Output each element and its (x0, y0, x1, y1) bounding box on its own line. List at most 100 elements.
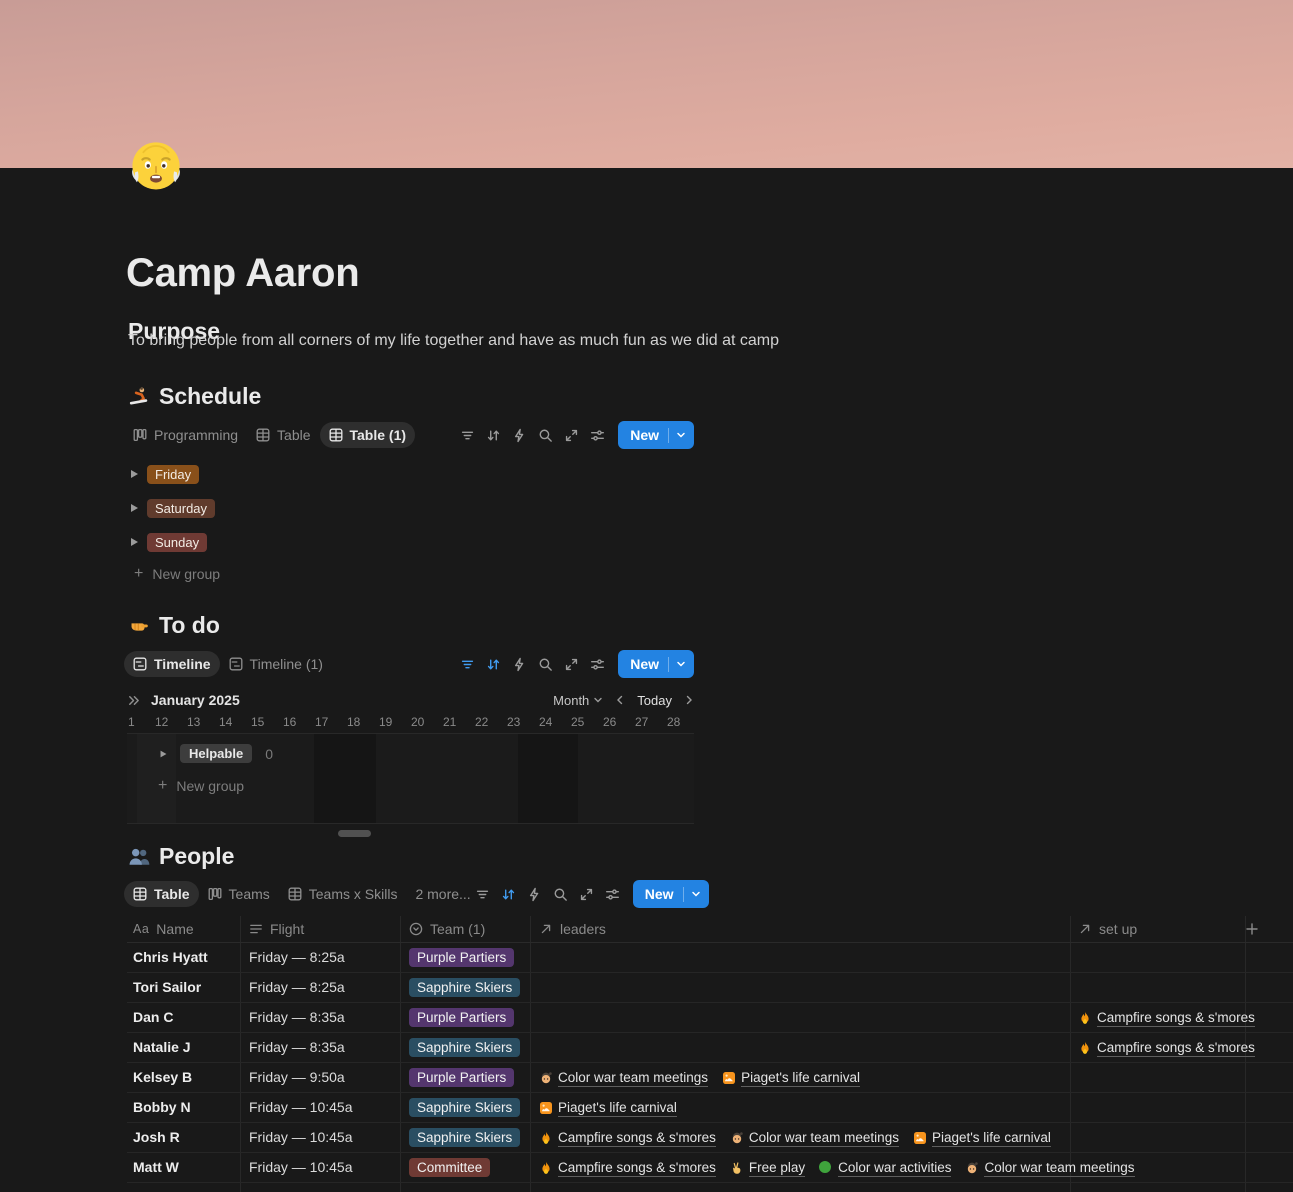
cell-flight[interactable]: Friday — 8:25a (249, 949, 345, 965)
tab-timeline-1[interactable]: Timeline (1) (220, 651, 332, 677)
filter-button[interactable] (471, 882, 494, 906)
timeline-new-group-button[interactable]: + New group (158, 778, 244, 795)
relation-chip[interactable]: Color war team meetings (539, 1069, 709, 1087)
view-settings-button[interactable] (586, 423, 609, 447)
view-settings-button[interactable] (601, 882, 624, 906)
tab-programming[interactable]: Programming (124, 422, 247, 448)
group-badge[interactable]: Saturday (147, 498, 216, 518)
relation-chip[interactable]: Campfire songs & s'mores (539, 1159, 716, 1177)
cell-team[interactable]: Committee (409, 1158, 491, 1177)
tab-table-1[interactable]: Table (1) (319, 422, 416, 448)
column-header-flight[interactable]: Flight (249, 916, 304, 942)
cell-name[interactable]: Chris Hyatt (133, 949, 208, 965)
expand-button[interactable] (575, 882, 598, 906)
filter-button[interactable] (456, 652, 479, 676)
cell-name[interactable]: Tori Sailor (133, 979, 202, 995)
timeline-horizontal-scrollbar[interactable] (338, 830, 371, 837)
column-header-team-1[interactable]: Team (1) (409, 916, 485, 942)
cell-flight[interactable]: Friday — 8:35a (249, 1039, 345, 1055)
add-column-button[interactable] (1245, 916, 1259, 942)
relation-chip[interactable]: Campfire songs & s'mores (539, 1129, 716, 1147)
group-badge[interactable]: Helpable (180, 744, 253, 763)
sort-button[interactable] (497, 882, 520, 906)
cell-team[interactable]: Sapphire Skiers (409, 978, 521, 997)
timeline-zoom-select[interactable]: Month (553, 693, 603, 708)
new-button[interactable]: New (618, 421, 694, 449)
relation-chip[interactable]: Campfire songs & s'mores (1078, 1009, 1255, 1027)
tab-table[interactable]: Table (124, 881, 199, 907)
schedule-new-group-button[interactable]: + New group (134, 566, 220, 583)
cell-team[interactable]: Sapphire Skiers (409, 1038, 521, 1057)
cell-team[interactable]: Sapphire Skiers (409, 1128, 521, 1147)
column-header-set-up[interactable]: set up (1078, 916, 1137, 942)
relation-chip[interactable]: Piaget's life carnival (539, 1099, 677, 1117)
relation-chip[interactable]: Piaget's life carnival (722, 1069, 860, 1087)
cell-flight[interactable]: Friday — 8:25a (249, 979, 345, 995)
timeline-body[interactable]: Helpable 0 + New group (127, 733, 694, 824)
cell-name[interactable]: Kelsey B (133, 1069, 193, 1085)
timeline-group-helpable[interactable]: Helpable 0 (160, 744, 273, 763)
cell-leaders[interactable]: Campfire songs & s'mores Color war team m… (539, 1123, 1051, 1152)
tab-timeline[interactable]: Timeline (124, 651, 220, 677)
search-button[interactable] (549, 882, 572, 906)
cover-image[interactable] (0, 0, 1293, 168)
new-button[interactable]: New (618, 650, 694, 678)
column-header-name[interactable]: Aa Name (133, 916, 194, 942)
cell-flight[interactable]: Friday — 8:35a (249, 1009, 345, 1025)
cell-name[interactable]: Dan C (133, 1009, 174, 1025)
tab-table[interactable]: Table (247, 422, 319, 448)
cell-leaders[interactable]: Campfire songs & s'mores Free play Color w… (539, 1153, 1135, 1182)
cell-team[interactable]: Purple Partiers (409, 948, 515, 967)
old-man-emoji[interactable] (127, 136, 185, 194)
timeline-prev-button[interactable] (615, 695, 625, 705)
automations-button[interactable] (508, 652, 531, 676)
sort-button[interactable] (482, 423, 505, 447)
cell-team[interactable]: Purple Partiers (409, 1068, 515, 1087)
group-badge[interactable]: Friday (147, 464, 200, 484)
timeline-next-button[interactable] (684, 695, 694, 705)
relation-chip[interactable]: Color war team meetings (965, 1159, 1135, 1177)
tab-teams[interactable]: Teams (199, 881, 279, 907)
cell-setup[interactable]: Campfire songs & s'mores (1078, 1033, 1255, 1062)
toggle-triangle-icon[interactable] (131, 504, 138, 512)
cell-leaders[interactable]: Piaget's life carnival (539, 1093, 677, 1122)
cell-name[interactable]: Bobby N (133, 1099, 191, 1115)
relation-chip[interactable]: Free play (730, 1159, 806, 1177)
relation-chip[interactable]: Color war activities (819, 1159, 952, 1177)
cell-team[interactable]: Sapphire Skiers (409, 1098, 521, 1117)
relation-chip[interactable]: Campfire songs & s'mores (1078, 1039, 1255, 1057)
chevron-down-icon[interactable] (669, 430, 694, 440)
page-title[interactable]: Camp Aaron (126, 250, 360, 295)
cell-setup[interactable]: Campfire songs & s'mores (1078, 1003, 1255, 1032)
toggle-triangle-icon[interactable] (131, 538, 138, 546)
cell-flight[interactable]: Friday — 9:50a (249, 1069, 345, 1085)
toggle-triangle-icon[interactable] (131, 470, 138, 478)
double-chevron-right-icon[interactable] (127, 694, 140, 707)
search-button[interactable] (534, 423, 557, 447)
cell-name[interactable]: Josh R (133, 1129, 180, 1145)
timeline-today-button[interactable]: Today (637, 692, 672, 708)
relation-chip[interactable]: Color war team meetings (730, 1129, 899, 1147)
more-views-button[interactable]: 2 more... (415, 886, 471, 902)
expand-button[interactable] (560, 423, 583, 447)
column-header-leaders[interactable]: leaders (539, 916, 606, 942)
toggle-triangle-icon[interactable] (160, 750, 167, 757)
cell-name[interactable]: Natalie J (133, 1039, 191, 1055)
search-button[interactable] (534, 652, 557, 676)
filter-button[interactable] (456, 423, 479, 447)
sort-button[interactable] (482, 652, 505, 676)
cell-team[interactable]: Purple Partiers (409, 1008, 515, 1027)
chevron-down-icon[interactable] (669, 659, 694, 669)
cell-leaders[interactable]: Color war team meetings Piaget's life car… (539, 1063, 860, 1092)
cell-flight[interactable]: Friday — 10:45a (249, 1129, 353, 1145)
tab-teams-x-skills[interactable]: Teams x Skills (279, 881, 407, 907)
cell-flight[interactable]: Friday — 10:45a (249, 1159, 353, 1175)
new-button[interactable]: New (632, 880, 709, 908)
automations-button[interactable] (508, 423, 531, 447)
automations-button[interactable] (523, 882, 546, 906)
relation-chip[interactable]: Piaget's life carnival (913, 1129, 1051, 1147)
view-settings-button[interactable] (586, 652, 609, 676)
expand-button[interactable] (560, 652, 583, 676)
group-badge[interactable]: Sunday (147, 532, 208, 552)
cell-flight[interactable]: Friday — 10:45a (249, 1099, 353, 1115)
